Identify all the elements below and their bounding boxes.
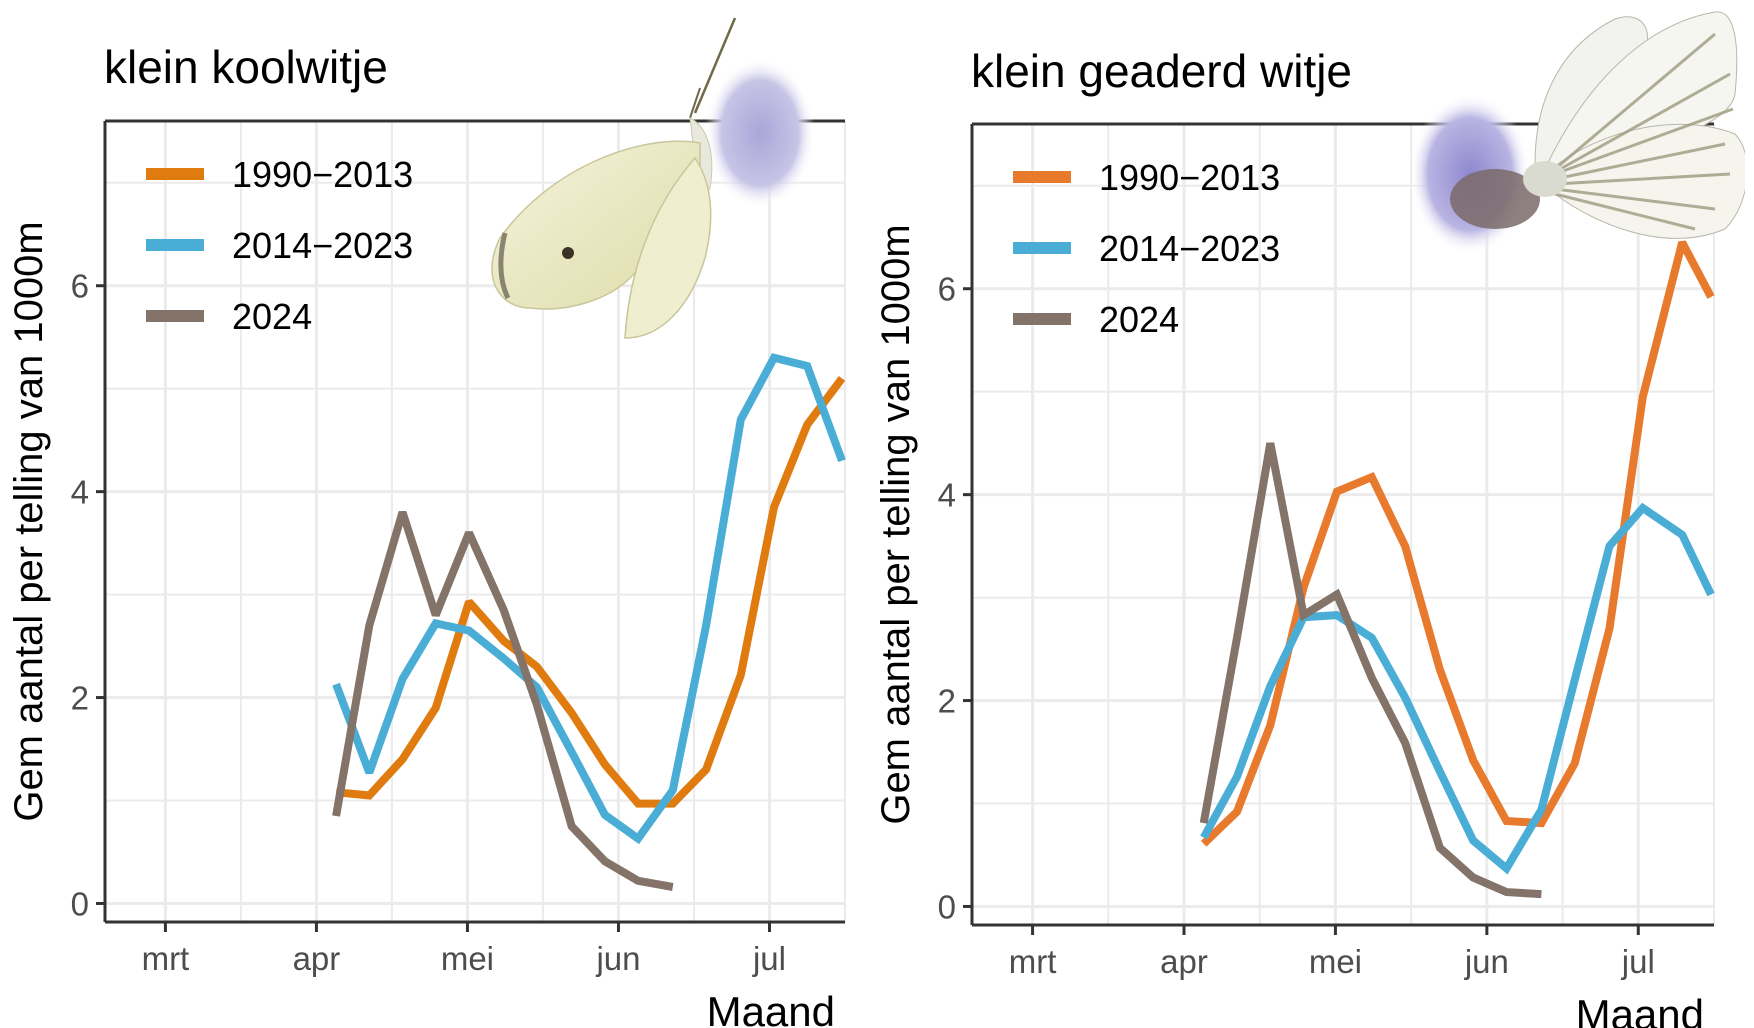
legend-swatch xyxy=(146,168,204,180)
chart-panel-klein-koolwitje: klein koolwitje 0 2 4 6 mrt apr mei jun jul Maand… xyxy=(7,41,877,1028)
series-line-2 xyxy=(332,510,674,891)
legend-swatch xyxy=(146,239,204,251)
y-tick-label: 4 xyxy=(71,474,89,511)
small-white-butterfly-photo xyxy=(491,17,815,339)
plot-clip-mask xyxy=(1715,114,1754,935)
legend-swatch xyxy=(1013,313,1071,325)
series-line-1 xyxy=(1200,502,1715,875)
x-tick-label: jul xyxy=(752,940,786,977)
green-veined-white-butterfly-photo xyxy=(1415,11,1745,254)
legend-label: 2014−2023 xyxy=(232,225,413,266)
series-line-0 xyxy=(335,375,846,808)
y-tick-label: 0 xyxy=(71,885,89,922)
series-line-2 xyxy=(1199,442,1542,899)
legend-label: 1990−2013 xyxy=(1099,157,1280,198)
series-line-1 xyxy=(332,353,846,845)
x-axis-label: Maand xyxy=(1576,991,1704,1028)
legend-label: 2024 xyxy=(232,296,312,337)
x-tick-label: apr xyxy=(293,940,341,977)
plot-clip-mask xyxy=(846,111,877,932)
chart-panel-klein-geaderd-witje: klein geaderd witje 0 2 4 6 mrt apr mei jun jul M… xyxy=(867,0,1754,1028)
y-tick-label: 6 xyxy=(938,271,956,308)
x-tick-label: apr xyxy=(1160,943,1208,980)
y-tick-label: 2 xyxy=(71,680,89,717)
legend-swatch xyxy=(146,310,204,322)
chart-title: klein koolwitje xyxy=(104,41,388,93)
series-line-0 xyxy=(1200,240,1715,847)
line-chart: 0 2 4 6 mrt apr mei jun jul Maand Gem aantal per t… xyxy=(7,111,877,1028)
legend-label: 2024 xyxy=(1099,299,1179,340)
y-axis-label: Gem aantal per telling van 1000m xyxy=(874,224,918,824)
y-tick-label: 4 xyxy=(938,477,956,514)
x-tick-label: mrt xyxy=(1009,943,1057,980)
y-axis-label: Gem aantal per telling van 1000m xyxy=(7,221,51,821)
x-axis-label: Maand xyxy=(707,988,835,1028)
plot-area xyxy=(105,121,846,922)
legend-swatch xyxy=(1013,242,1071,254)
y-tick-label: 2 xyxy=(938,683,956,720)
x-tick-label: jun xyxy=(1464,943,1509,980)
plot-area xyxy=(972,124,1715,925)
x-tick-label: mrt xyxy=(142,940,190,977)
legend-label: 1990−2013 xyxy=(232,154,413,195)
x-tick-label: jun xyxy=(595,940,640,977)
line-chart: 0 2 4 6 mrt apr mei jun jul Maand Gem aantal per t… xyxy=(874,114,1754,1028)
legend-swatch xyxy=(1013,171,1071,183)
legend: 1990−2013 2014−2023 2024 xyxy=(146,154,413,337)
x-tick-label: jul xyxy=(1621,943,1655,980)
y-tick-label: 6 xyxy=(71,268,89,305)
x-tick-label: mei xyxy=(441,940,494,977)
y-tick-label: 0 xyxy=(938,888,956,925)
chart-title: klein geaderd witje xyxy=(971,45,1353,97)
x-tick-label: mei xyxy=(1309,943,1362,980)
legend: 1990−2013 2014−2023 2024 xyxy=(1013,157,1280,340)
legend-label: 2014−2023 xyxy=(1099,228,1280,269)
